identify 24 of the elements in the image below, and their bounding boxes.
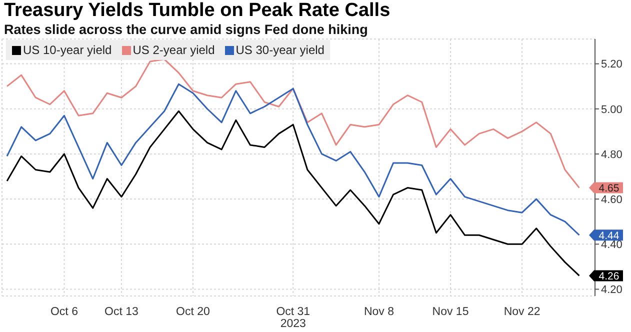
line-series bbox=[6, 83, 580, 236]
data-label: 4.26 bbox=[598, 270, 620, 283]
y-tick-label: 4.20 bbox=[601, 284, 622, 296]
x-tick-label: Oct 31 2023 bbox=[276, 306, 310, 330]
chart-title: Treasury Yields Tumble on Peak Rate Calls bbox=[4, 0, 390, 22]
x-tick-label: Oct 20 bbox=[176, 306, 210, 318]
x-tick-label: Oct 6 bbox=[50, 306, 78, 318]
legend-label: US 10-year yield bbox=[22, 43, 112, 57]
x-tick-label: Nov 15 bbox=[432, 306, 469, 318]
y-tick-label: 5.00 bbox=[601, 104, 622, 116]
line-series bbox=[6, 58, 580, 189]
legend-label: US 30-year yield bbox=[234, 43, 324, 57]
y-tick-label: 5.20 bbox=[601, 58, 622, 71]
data-label: 4.44 bbox=[598, 230, 620, 242]
line-series bbox=[6, 110, 580, 276]
x-tick-label: Oct 13 bbox=[104, 306, 138, 318]
data-label: 4.65 bbox=[598, 182, 620, 195]
y-tick-label: 4.60 bbox=[601, 194, 622, 206]
x-tick-label: Nov 22 bbox=[504, 306, 540, 318]
y-tick-label: 4.80 bbox=[601, 148, 622, 161]
y-tick-label: 4.40 bbox=[601, 239, 622, 252]
legend-label: US 2-year yield bbox=[132, 43, 215, 57]
x-tick-label: Nov 8 bbox=[364, 306, 394, 318]
chart-subtitle: Rates slide across the curve amid signs Fed done hiking bbox=[4, 22, 368, 37]
